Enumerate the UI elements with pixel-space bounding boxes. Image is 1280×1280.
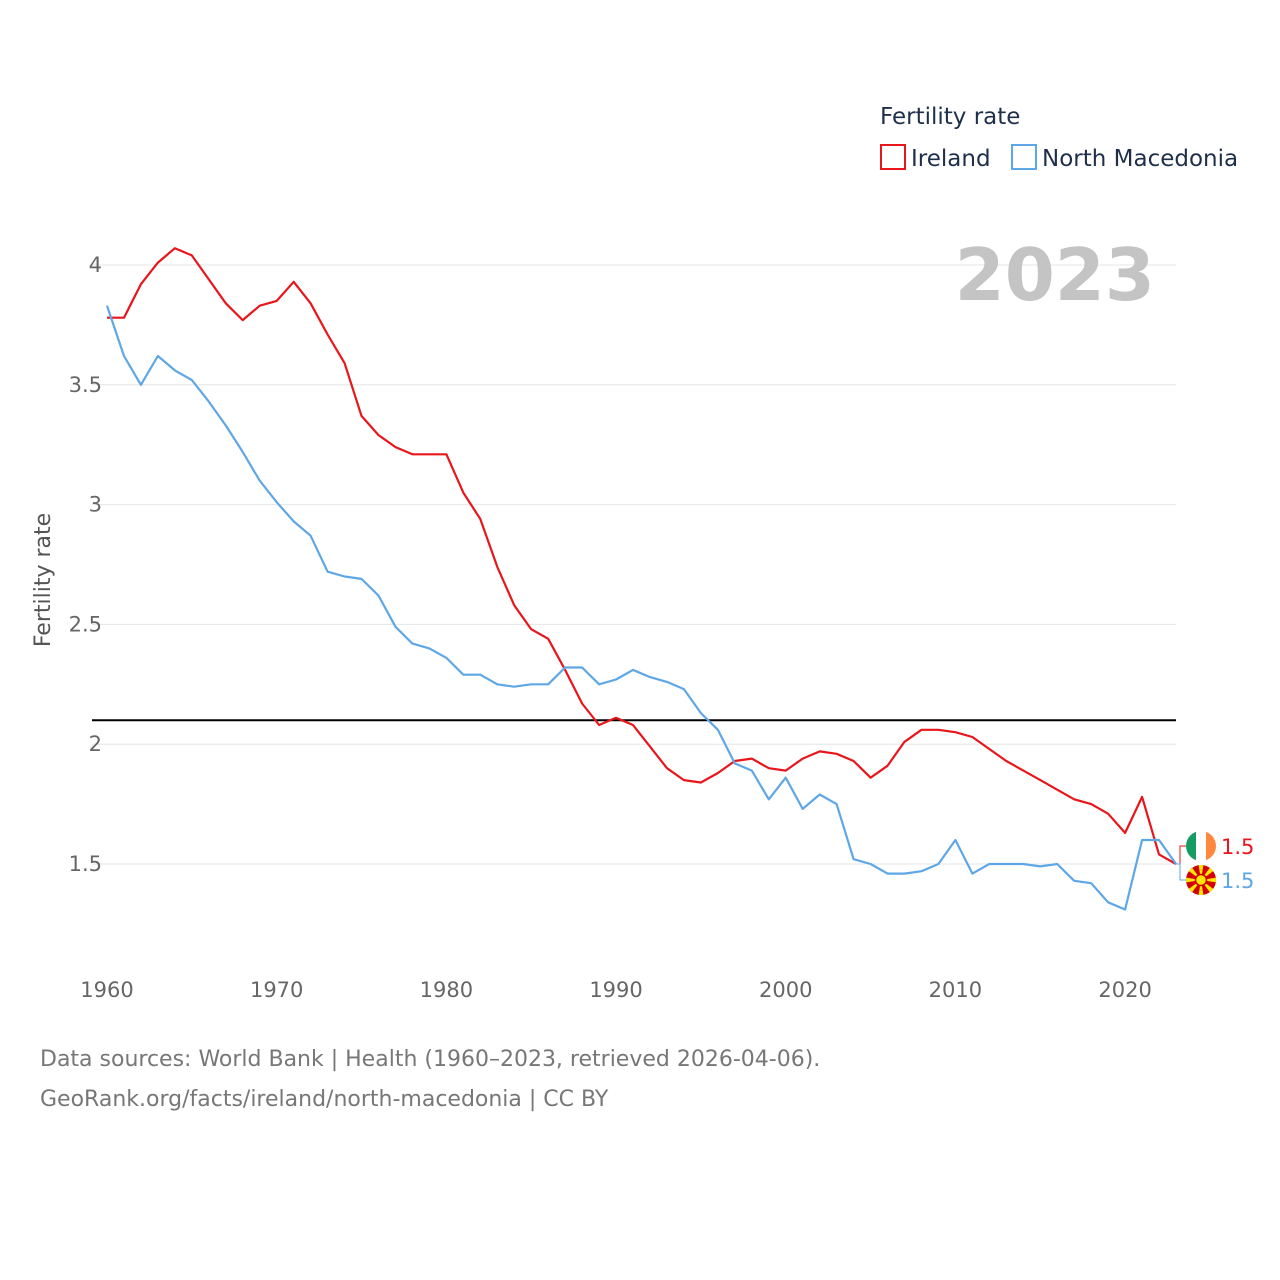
y-tick-label: 1.5 <box>69 852 102 876</box>
x-tick-label: 1990 <box>589 978 642 1002</box>
tick-labels: 1.5 2 2.5 3 3.5 4 1960 1970 1980 1990 2000 2010 2020 <box>69 253 1152 1002</box>
y-tick-label: 2.5 <box>69 612 102 636</box>
x-tick-label: 1960 <box>80 978 133 1002</box>
end-connector-ireland <box>1176 845 1186 865</box>
flag-stripe-white <box>1196 831 1206 861</box>
footer-sources: Data sources: World Bank | Health (1960–… <box>40 1047 821 1072</box>
y-tick-label: 3.5 <box>69 373 102 397</box>
x-tick-label: 1980 <box>420 978 473 1002</box>
end-value-label-ireland: 1.5 <box>1221 835 1254 859</box>
legend: Fertility rate Ireland North Macedonia <box>880 104 1238 172</box>
ireland-flag-icon <box>1186 831 1216 861</box>
flag-sun <box>1194 873 1208 887</box>
flag-stripe-orange <box>1206 831 1216 861</box>
y-tick-label: 3 <box>89 493 102 517</box>
grid-lines <box>92 264 1176 865</box>
x-tick-label: 2020 <box>1098 978 1151 1002</box>
footer-attribution[interactable]: GeoRank.org/facts/ireland/north-macedoni… <box>40 1087 609 1112</box>
series-group <box>105 247 1177 911</box>
x-tick-label: 2000 <box>759 978 812 1002</box>
flag-stripe-green <box>1186 831 1196 861</box>
legend-swatch-north-macedonia[interactable] <box>1011 144 1037 170</box>
y-tick-label: 2 <box>89 732 102 756</box>
legend-label-ireland[interactable]: Ireland <box>911 146 991 172</box>
legend-label-north-macedonia[interactable]: North Macedonia <box>1042 146 1238 172</box>
end-markers: 1.51.5 <box>1176 831 1254 895</box>
y-tick-label: 4 <box>89 253 102 277</box>
x-tick-label: 1970 <box>250 978 303 1002</box>
year-label: 2023 <box>955 233 1155 317</box>
legend-title: Fertility rate <box>880 104 1020 130</box>
legend-swatch-ireland[interactable] <box>880 144 906 170</box>
flag-ray <box>1197 880 1205 895</box>
series-line-ireland <box>107 247 1177 865</box>
flag-ray <box>1201 876 1216 884</box>
y-axis-title: Fertility rate <box>31 513 56 647</box>
flag-ray <box>1186 876 1201 884</box>
x-tick-label: 2010 <box>929 978 982 1002</box>
end-connector-north-macedonia <box>1176 863 1186 881</box>
footer: Data sources: World Bank | Health (1960–… <box>40 1040 820 1120</box>
series-line-north-macedonia <box>105 305 1177 911</box>
flag-ray <box>1197 865 1205 880</box>
end-value-label-north-macedonia: 1.5 <box>1221 869 1254 893</box>
